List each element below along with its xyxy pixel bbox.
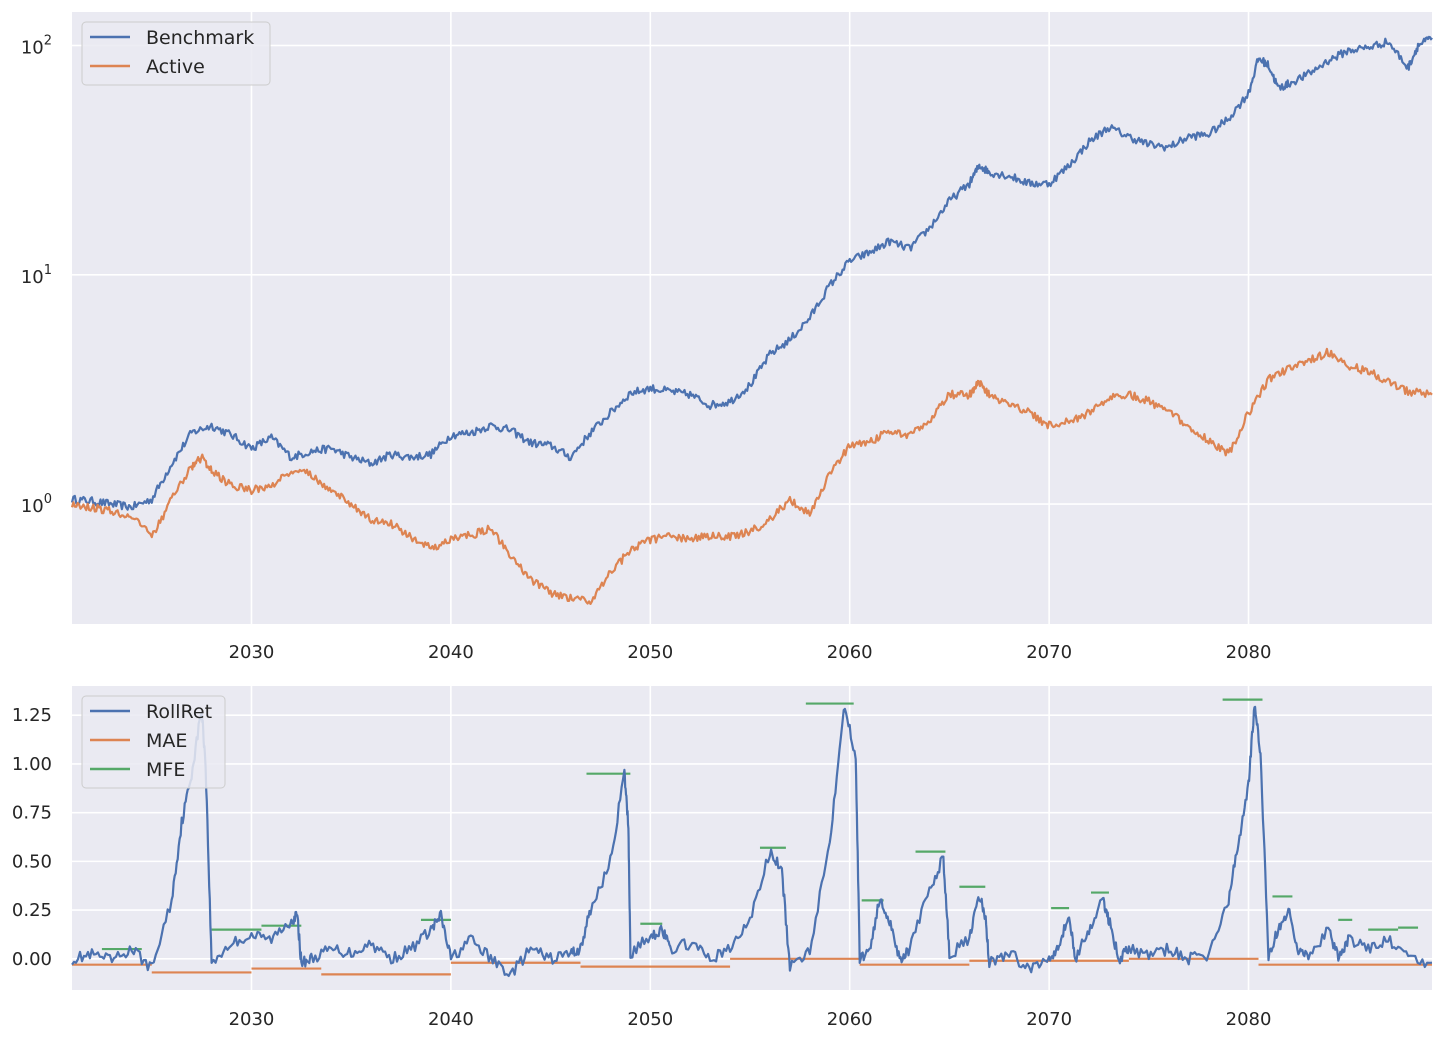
bottom-series-rollret — [71, 705, 1433, 978]
bottom-x-tick-2080: 2080 — [1226, 1009, 1272, 1030]
top-x-tick-labels: 2030 2040 2050 2060 2070 2080 — [229, 642, 1272, 663]
bottom-y-tick-0.50: 0.50 — [12, 851, 52, 872]
top-series-benchmark — [70, 35, 1433, 511]
legend-label-mfe: MFE — [146, 759, 185, 781]
bottom-y-tick-0.25: 0.25 — [12, 900, 52, 921]
legend-label-active: Active — [146, 56, 205, 78]
bottom-legend-box — [81, 695, 226, 789]
bottom-x-tick-2060: 2060 — [827, 1009, 873, 1030]
top-series-active — [70, 347, 1433, 606]
bottom-x-tick-2030: 2030 — [229, 1009, 275, 1030]
bottom-x-tick-2070: 2070 — [1026, 1009, 1072, 1030]
top-x-tick-2060: 2060 — [827, 642, 873, 663]
bottom-y-tick-labels: 0.00 0.25 0.50 0.75 1.00 1.25 — [12, 705, 52, 970]
bottom-y-tick-0.00: 0.00 — [12, 949, 52, 970]
bottom-x-tick-2050: 2050 — [627, 1009, 673, 1030]
top-y-tick-2: 102 — [21, 34, 52, 59]
bottom-x-tick-labels: 2030 2040 2050 2060 2070 2080 — [229, 1009, 1272, 1030]
legend-label-mae: MAE — [146, 730, 187, 752]
bottom-legend: RollRet MAE MFE — [81, 695, 226, 789]
top-x-tick-2040: 2040 — [428, 642, 474, 663]
top-series-group — [70, 35, 1433, 606]
top-x-tick-2050: 2050 — [627, 642, 673, 663]
bottom-plot-background — [72, 686, 1432, 990]
top-x-tick-2080: 2080 — [1226, 642, 1272, 663]
bottom-series-group — [71, 698, 1433, 978]
bottom-x-tick-2040: 2040 — [428, 1009, 474, 1030]
top-panel: 2030 2040 2050 2060 2070 2080 100 101 102 Bench… — [21, 12, 1433, 663]
top-gridlines — [72, 12, 1432, 624]
top-x-tick-2030: 2030 — [229, 642, 275, 663]
legend-label-benchmark: Benchmark — [146, 27, 254, 49]
top-legend: Benchmark Active — [81, 21, 271, 86]
top-y-tick-0: 100 — [21, 492, 52, 517]
top-plot-background — [72, 12, 1432, 624]
bottom-y-tick-0.75: 0.75 — [12, 803, 52, 824]
bottom-panel: 2030 2040 2050 2060 2070 2080 0.00 0.25 0.50 0.7… — [12, 686, 1433, 1030]
bottom-y-tick-1.00: 1.00 — [12, 754, 52, 775]
top-y-tick-1: 101 — [21, 263, 52, 288]
legend-label-rollret: RollRet — [146, 701, 212, 723]
bottom-y-tick-1.25: 1.25 — [12, 705, 52, 726]
top-y-tick-labels: 100 101 102 — [21, 34, 52, 518]
top-x-tick-2070: 2070 — [1026, 642, 1072, 663]
